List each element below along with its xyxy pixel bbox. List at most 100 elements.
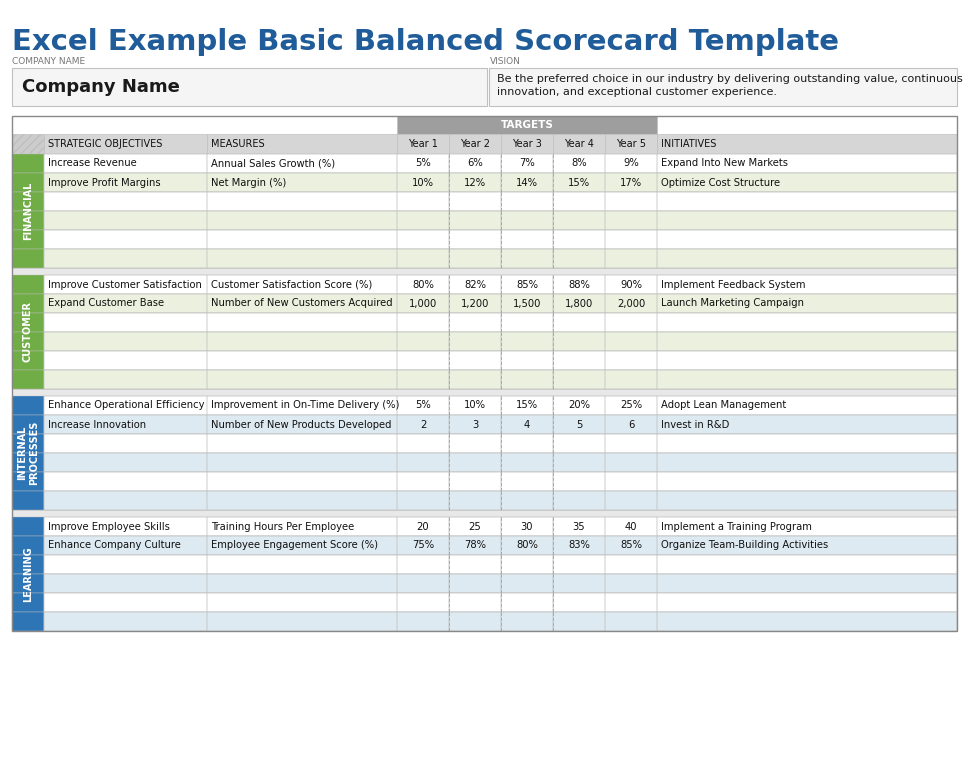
Text: Expand Into New Markets: Expand Into New Markets	[661, 159, 788, 169]
Text: Improve Customer Satisfaction: Improve Customer Satisfaction	[48, 280, 202, 289]
FancyBboxPatch shape	[12, 313, 44, 332]
FancyBboxPatch shape	[397, 116, 657, 134]
FancyBboxPatch shape	[44, 491, 957, 510]
FancyBboxPatch shape	[12, 389, 957, 396]
Text: 10%: 10%	[464, 400, 486, 410]
Text: 85%: 85%	[620, 540, 642, 550]
Text: 6: 6	[628, 419, 634, 429]
Text: 88%: 88%	[568, 280, 590, 289]
FancyBboxPatch shape	[44, 173, 957, 192]
Text: MEASURES: MEASURES	[211, 139, 265, 149]
Text: Be the preferred choice in our industry by delivering outstanding value, continu: Be the preferred choice in our industry …	[497, 74, 963, 97]
Text: 1,800: 1,800	[565, 298, 593, 308]
Text: Increase Revenue: Increase Revenue	[48, 159, 137, 169]
FancyBboxPatch shape	[12, 574, 44, 593]
FancyBboxPatch shape	[44, 370, 957, 389]
FancyBboxPatch shape	[12, 415, 44, 434]
Text: LEARNING: LEARNING	[23, 546, 33, 602]
Text: Company Name: Company Name	[22, 78, 180, 96]
FancyBboxPatch shape	[12, 472, 44, 491]
FancyBboxPatch shape	[489, 68, 957, 106]
Text: Annual Sales Growth (%): Annual Sales Growth (%)	[211, 159, 335, 169]
Text: 40: 40	[625, 521, 638, 531]
Text: 25: 25	[469, 521, 482, 531]
Text: 3: 3	[472, 419, 478, 429]
Text: 90%: 90%	[620, 280, 642, 289]
FancyBboxPatch shape	[657, 134, 957, 154]
FancyBboxPatch shape	[44, 536, 957, 555]
Text: Invest in R&D: Invest in R&D	[661, 419, 730, 429]
FancyBboxPatch shape	[44, 192, 957, 211]
FancyBboxPatch shape	[44, 415, 957, 434]
FancyBboxPatch shape	[501, 134, 553, 154]
Text: Increase Innovation: Increase Innovation	[48, 419, 146, 429]
FancyBboxPatch shape	[12, 249, 44, 268]
Text: 15%: 15%	[516, 400, 538, 410]
FancyBboxPatch shape	[449, 134, 501, 154]
FancyBboxPatch shape	[12, 593, 44, 612]
Text: 5%: 5%	[415, 400, 431, 410]
Text: 30: 30	[520, 521, 533, 531]
Text: 20: 20	[417, 521, 429, 531]
FancyBboxPatch shape	[12, 268, 957, 275]
FancyBboxPatch shape	[44, 249, 957, 268]
Text: 6%: 6%	[467, 159, 483, 169]
Text: Number of New Products Developed: Number of New Products Developed	[211, 419, 391, 429]
FancyBboxPatch shape	[44, 351, 957, 370]
FancyBboxPatch shape	[12, 510, 957, 517]
FancyBboxPatch shape	[553, 134, 605, 154]
Text: Adopt Lean Management: Adopt Lean Management	[661, 400, 786, 410]
Text: Customer Satisfaction Score (%): Customer Satisfaction Score (%)	[211, 280, 372, 289]
FancyBboxPatch shape	[12, 275, 44, 294]
Text: 10%: 10%	[412, 177, 434, 187]
Text: Training Hours Per Employee: Training Hours Per Employee	[211, 521, 355, 531]
Text: 2: 2	[420, 419, 426, 429]
Text: 15%: 15%	[568, 177, 590, 187]
FancyBboxPatch shape	[44, 555, 957, 574]
FancyBboxPatch shape	[12, 134, 44, 154]
FancyBboxPatch shape	[44, 230, 957, 249]
FancyBboxPatch shape	[12, 173, 44, 192]
Text: 25%: 25%	[620, 400, 642, 410]
FancyBboxPatch shape	[12, 396, 44, 415]
Text: 7%: 7%	[519, 159, 535, 169]
Text: Year 5: Year 5	[616, 139, 646, 149]
FancyBboxPatch shape	[12, 230, 44, 249]
Text: 80%: 80%	[516, 540, 538, 550]
Text: CUSTOMER: CUSTOMER	[23, 301, 33, 362]
Text: Year 3: Year 3	[512, 139, 542, 149]
FancyBboxPatch shape	[12, 68, 487, 106]
Text: Excel Example Basic Balanced Scorecard Template: Excel Example Basic Balanced Scorecard T…	[12, 28, 839, 56]
Text: 1,500: 1,500	[513, 298, 542, 308]
FancyBboxPatch shape	[44, 211, 957, 230]
Text: 20%: 20%	[568, 400, 590, 410]
Text: Improvement in On-Time Delivery (%): Improvement in On-Time Delivery (%)	[211, 400, 399, 410]
FancyBboxPatch shape	[44, 154, 957, 173]
FancyBboxPatch shape	[44, 517, 957, 536]
Text: FINANCIAL: FINANCIAL	[23, 182, 33, 241]
Text: Net Margin (%): Net Margin (%)	[211, 177, 286, 187]
Text: 80%: 80%	[412, 280, 434, 289]
Text: Number of New Customers Acquired: Number of New Customers Acquired	[211, 298, 392, 308]
Text: 5: 5	[576, 419, 582, 429]
FancyBboxPatch shape	[12, 491, 44, 510]
FancyBboxPatch shape	[12, 453, 44, 472]
Text: 2,000: 2,000	[617, 298, 645, 308]
Text: Enhance Operational Efficiency: Enhance Operational Efficiency	[48, 400, 204, 410]
Text: VISION: VISION	[490, 58, 521, 66]
FancyBboxPatch shape	[397, 134, 449, 154]
FancyBboxPatch shape	[44, 453, 957, 472]
FancyBboxPatch shape	[44, 332, 957, 351]
FancyBboxPatch shape	[12, 154, 44, 173]
Text: Implement a Training Program: Implement a Training Program	[661, 521, 812, 531]
FancyBboxPatch shape	[44, 472, 957, 491]
FancyBboxPatch shape	[12, 612, 44, 631]
Text: Year 4: Year 4	[564, 139, 594, 149]
FancyBboxPatch shape	[44, 612, 957, 631]
Text: Improve Profit Margins: Improve Profit Margins	[48, 177, 161, 187]
Text: 12%: 12%	[464, 177, 486, 187]
Text: COMPANY NAME: COMPANY NAME	[12, 58, 85, 66]
Text: Launch Marketing Campaign: Launch Marketing Campaign	[661, 298, 804, 308]
FancyBboxPatch shape	[12, 192, 44, 211]
Text: 14%: 14%	[516, 177, 538, 187]
